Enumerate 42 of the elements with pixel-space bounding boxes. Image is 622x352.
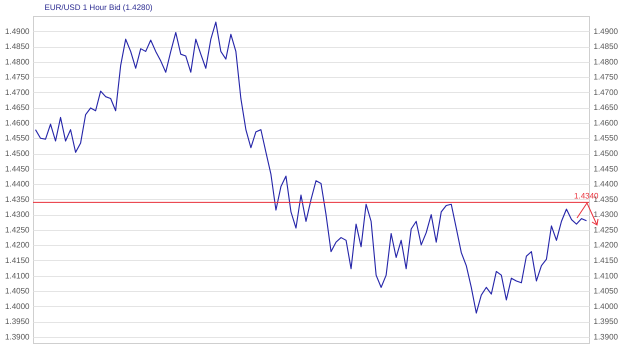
y2-tick-label: 1.3950	[594, 317, 619, 326]
chart-title: EUR/USD 1 Hour Bid (1.4280)	[44, 3, 153, 12]
y2-tick-label: 1.4800	[594, 57, 619, 66]
y-tick-label: 1.4800	[5, 57, 30, 66]
y2-tick-label: 1.4850	[594, 42, 619, 52]
y2-tick-label: 1.4900	[594, 26, 619, 36]
y-tick-label: 1.3900	[5, 332, 30, 342]
y2-tick-label: 1.4700	[594, 88, 619, 97]
y-tick-label: 1.4050	[5, 286, 30, 296]
y2-tick-label: 1.4300	[594, 210, 619, 220]
y-tick-label: 1.4450	[5, 164, 30, 174]
y-tick-label: 1.4900	[5, 26, 30, 36]
y-tick-label: 1.3950	[5, 317, 30, 326]
y-tick-label: 1.4300	[5, 210, 30, 220]
y2-tick-label: 1.4200	[594, 240, 619, 250]
y2-tick-label: 1.4100	[594, 271, 619, 280]
y-tick-label: 1.4850	[5, 42, 30, 52]
y-tick-label: 1.4500	[5, 149, 30, 158]
y-tick-label: 1.4350	[5, 194, 30, 204]
y-tick-label: 1.4550	[5, 134, 30, 143]
y-tick-label: 1.4650	[5, 103, 30, 112]
y2-tick-label: 1.4250	[594, 225, 619, 234]
y2-tick-label: 1.4650	[594, 103, 619, 112]
y2-tick-label: 1.4000	[594, 302, 619, 311]
y2-tick-label: 1.4750	[594, 72, 619, 82]
y2-tick-label: 1.4600	[594, 118, 619, 128]
y2-tick-label: 1.4450	[594, 164, 619, 174]
y-tick-label: 1.4400	[5, 180, 30, 189]
y-tick-label: 1.4000	[5, 302, 30, 311]
y-tick-label: 1.4200	[5, 240, 30, 250]
y-tick-label: 1.4150	[5, 256, 30, 265]
y2-tick-label: 1.3900	[594, 332, 619, 342]
y-tick-label: 1.4250	[5, 225, 30, 234]
y-tick-label: 1.4100	[5, 271, 30, 280]
y-tick-label: 1.4750	[5, 72, 30, 82]
y2-tick-label: 1.4500	[594, 149, 619, 158]
y-tick-label: 1.4700	[5, 88, 30, 97]
y2-tick-label: 1.4400	[594, 180, 619, 189]
y2-tick-label: 1.4550	[594, 134, 619, 143]
y2-tick-label: 1.4150	[594, 256, 619, 265]
y2-tick-label: 1.4050	[594, 286, 619, 296]
y-tick-label: 1.4600	[5, 118, 30, 128]
